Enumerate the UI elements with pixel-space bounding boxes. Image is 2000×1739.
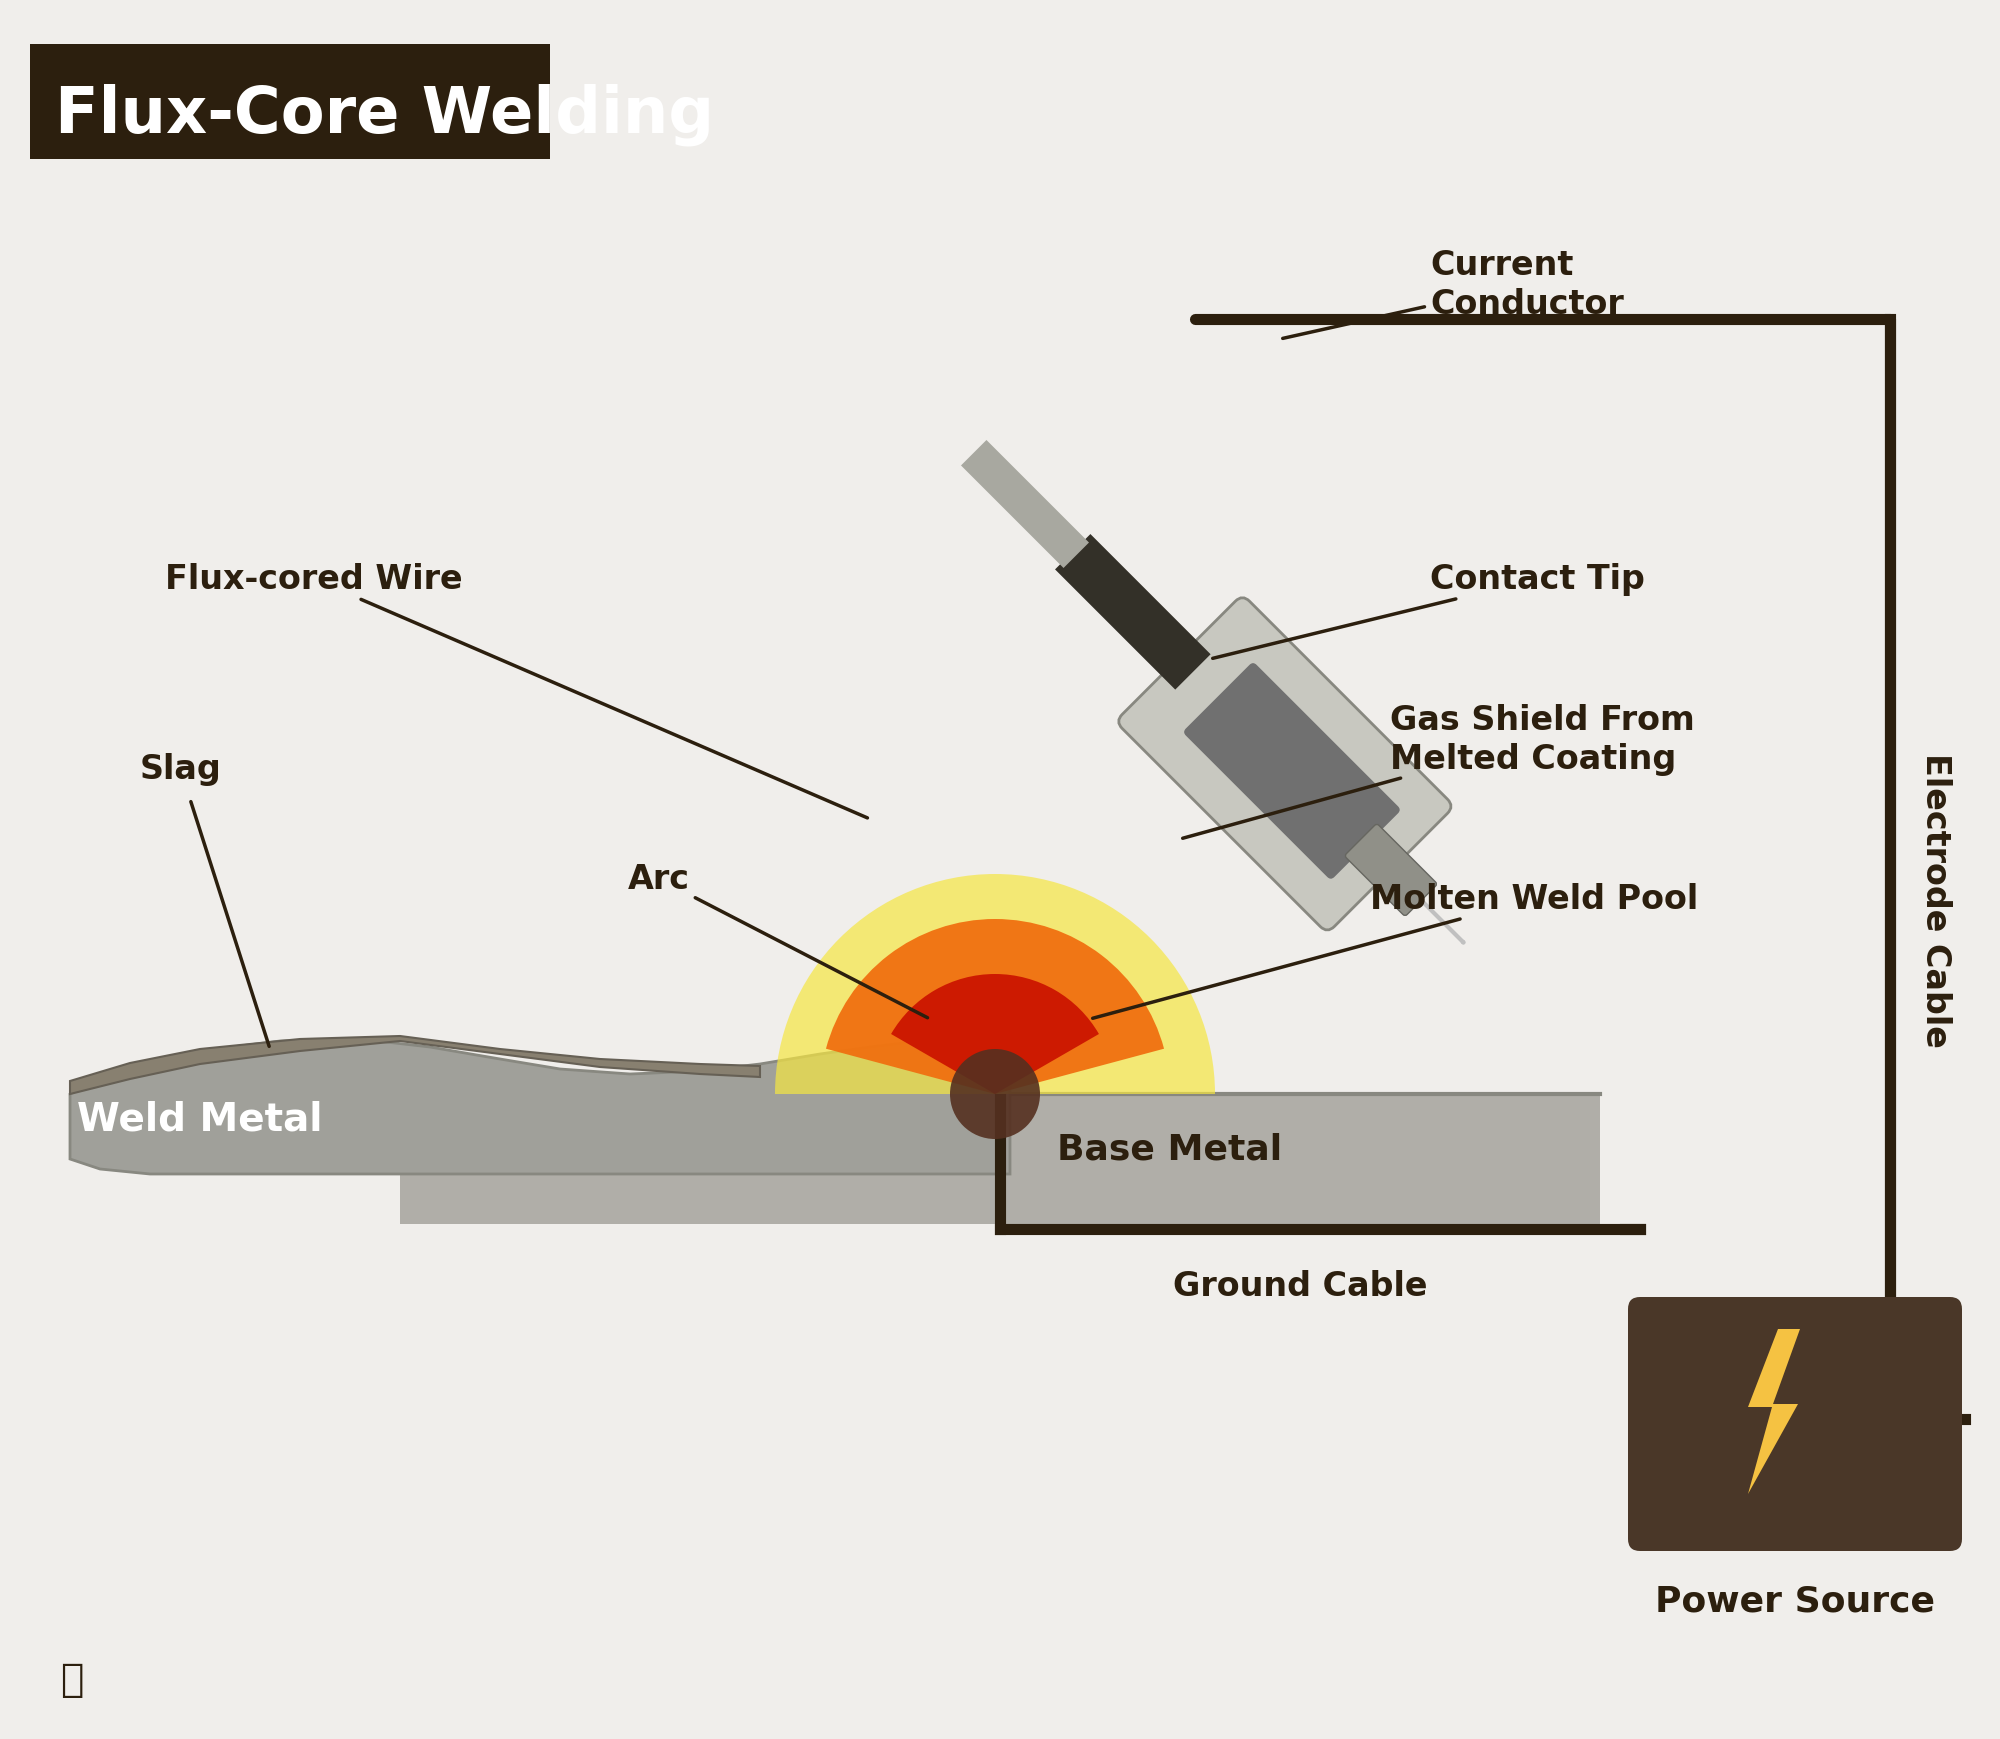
- FancyBboxPatch shape: [960, 440, 1088, 569]
- FancyBboxPatch shape: [1184, 664, 1400, 880]
- Text: Gas Shield From
Melted Coating: Gas Shield From Melted Coating: [1182, 704, 1694, 838]
- FancyArrowPatch shape: [1422, 901, 1464, 943]
- Text: Base Metal: Base Metal: [1058, 1132, 1282, 1167]
- FancyBboxPatch shape: [400, 1094, 1600, 1224]
- FancyBboxPatch shape: [1346, 824, 1436, 916]
- Wedge shape: [776, 875, 1216, 1094]
- Polygon shape: [1748, 1329, 1800, 1494]
- Polygon shape: [70, 1036, 760, 1094]
- Text: Slag: Slag: [140, 753, 222, 786]
- Text: Weld Metal: Weld Metal: [78, 1101, 322, 1139]
- Text: Electrode Cable: Electrode Cable: [1918, 753, 1952, 1047]
- Text: Flux-cored Wire: Flux-cored Wire: [164, 563, 868, 819]
- Text: Molten Weld Pool: Molten Weld Pool: [1092, 883, 1698, 1019]
- FancyBboxPatch shape: [1118, 598, 1452, 930]
- FancyBboxPatch shape: [1628, 1297, 1962, 1551]
- Text: Contact Tip: Contact Tip: [1212, 563, 1644, 659]
- Text: 🔧: 🔧: [60, 1661, 84, 1697]
- Text: Arc: Arc: [628, 863, 928, 1017]
- Circle shape: [950, 1049, 1040, 1139]
- Text: Current
Conductor: Current Conductor: [1282, 249, 1624, 339]
- FancyBboxPatch shape: [1056, 534, 1210, 690]
- Wedge shape: [826, 920, 1164, 1094]
- Text: Ground Cable: Ground Cable: [1172, 1269, 1428, 1303]
- Wedge shape: [892, 974, 1098, 1094]
- Polygon shape: [70, 1040, 1010, 1174]
- Text: Power Source: Power Source: [1656, 1584, 1936, 1617]
- Text: Flux-Core Welding: Flux-Core Welding: [56, 83, 714, 146]
- FancyBboxPatch shape: [30, 45, 550, 160]
